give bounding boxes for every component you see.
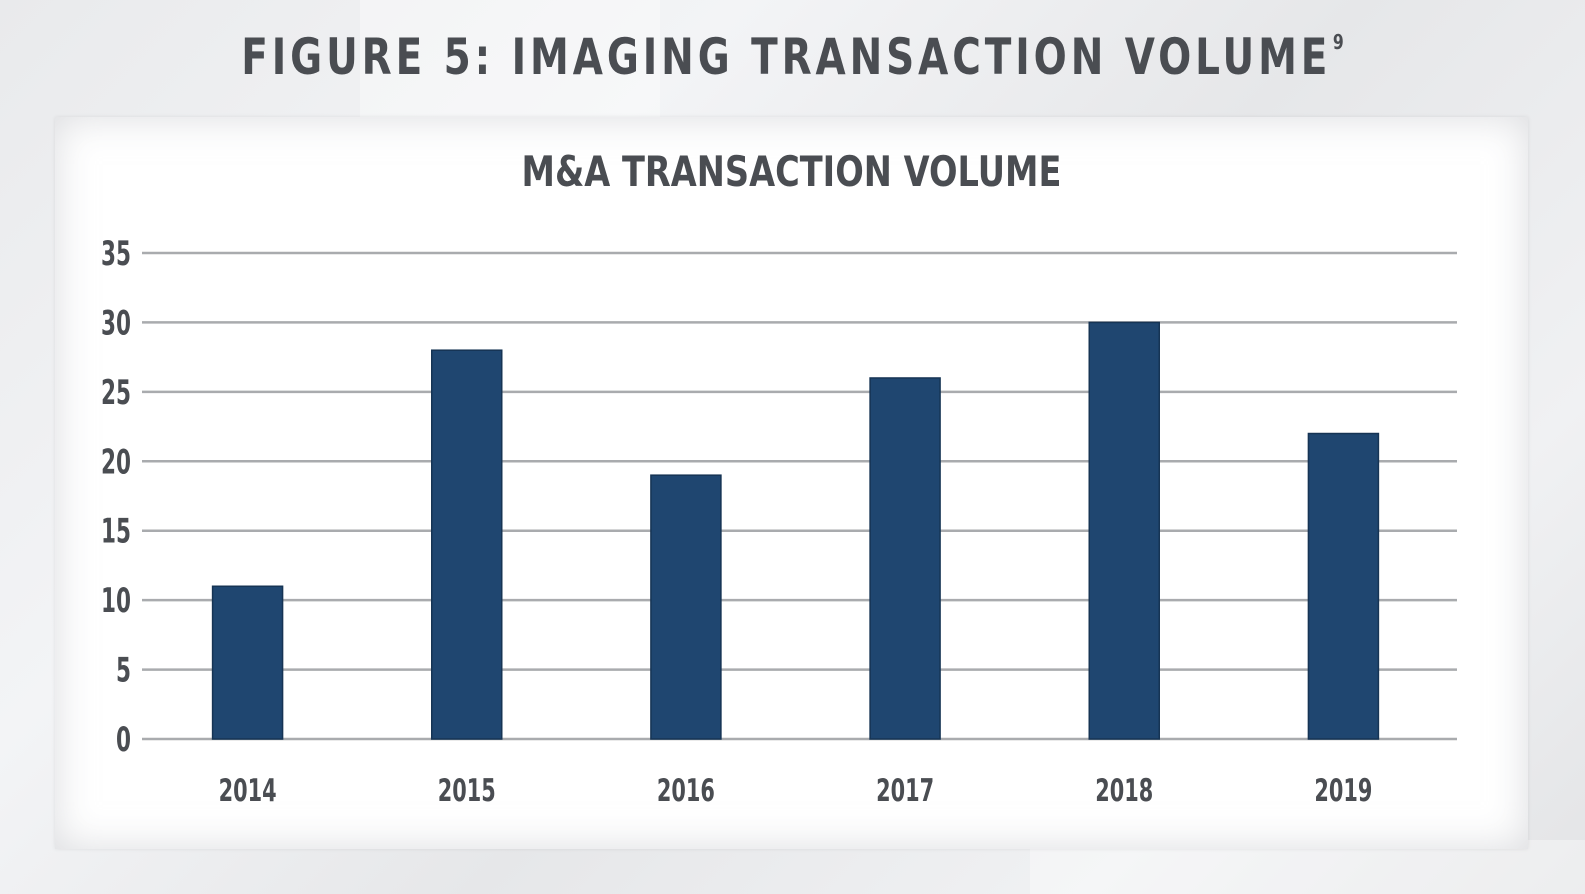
figure-title-text: FIGURE 5: IMAGING TRANSACTION VOLUME bbox=[241, 28, 1332, 86]
y-axis-ticks: 0 5 10 15 20 25 30 35 bbox=[101, 234, 131, 760]
y-tick-label: 15 bbox=[101, 512, 131, 552]
gridlines bbox=[142, 251, 1457, 741]
y-tick-label: 20 bbox=[101, 442, 131, 482]
x-tick-label: 2019 bbox=[1314, 773, 1372, 809]
y-tick-label: 25 bbox=[101, 373, 131, 413]
chart-title: M&A TRANSACTION VOLUME bbox=[521, 147, 1062, 196]
background-panel-right bbox=[1030, 840, 1585, 894]
x-tick-label: 2017 bbox=[876, 773, 934, 809]
figure-footnote-marker: 9 bbox=[1332, 30, 1344, 54]
y-tick-label: 30 bbox=[101, 303, 131, 343]
bar-2015 bbox=[431, 349, 503, 740]
bars bbox=[211, 321, 1380, 740]
bar-2017 bbox=[869, 377, 941, 740]
y-tick-label: 5 bbox=[116, 651, 131, 691]
bar-2019 bbox=[1307, 432, 1380, 740]
chart-panel: M&A TRANSACTION VOLUME 0 5 10 15 20 25 30 35 20… bbox=[55, 117, 1528, 849]
y-tick-label: 35 bbox=[101, 234, 131, 274]
x-tick-label: 2018 bbox=[1095, 773, 1153, 809]
x-tick-label: 2014 bbox=[219, 773, 277, 809]
y-tick-label: 10 bbox=[101, 581, 131, 621]
y-tick-label: 0 bbox=[116, 720, 131, 760]
bar-2016 bbox=[650, 474, 722, 740]
bar-2018 bbox=[1088, 321, 1160, 740]
background-panel-left bbox=[360, 0, 660, 120]
x-tick-label: 2016 bbox=[657, 773, 715, 809]
figure-title: FIGURE 5: IMAGING TRANSACTION VOLUME9 bbox=[174, 28, 1410, 86]
bar-2014 bbox=[211, 585, 284, 740]
x-axis-ticks: 2014 2015 2016 2017 2018 2019 bbox=[219, 773, 1373, 809]
bar-chart: 0 5 10 15 20 25 30 35 2014 2015 2016 2017 2018 2019 bbox=[101, 234, 1457, 809]
x-tick-label: 2015 bbox=[438, 773, 496, 809]
